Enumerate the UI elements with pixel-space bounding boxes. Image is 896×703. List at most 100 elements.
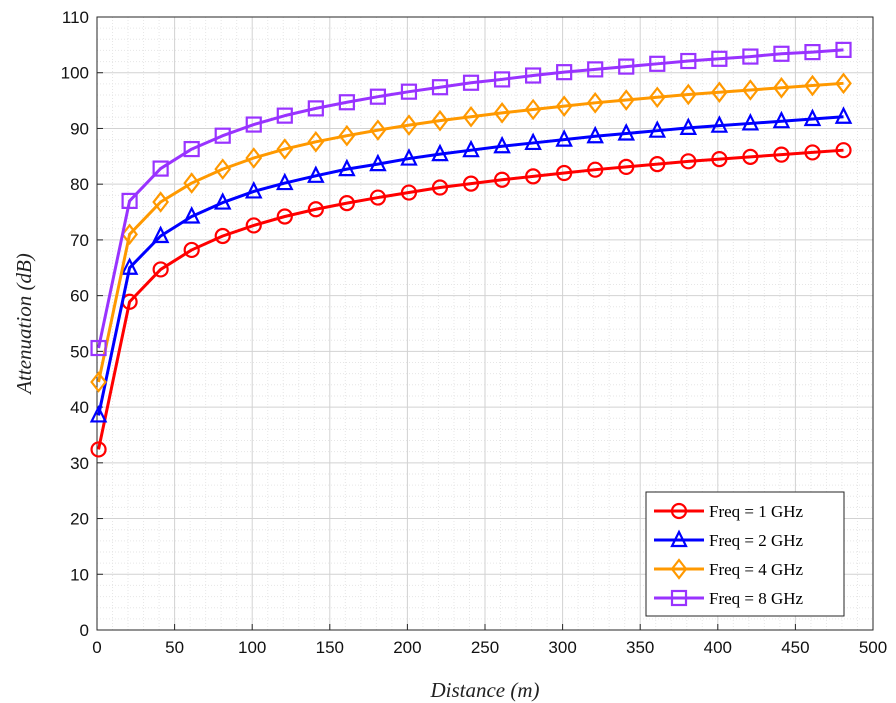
data-point <box>618 158 635 176</box>
data-point <box>276 138 294 160</box>
data-point <box>680 153 697 170</box>
series-3 <box>90 72 852 393</box>
data-point <box>431 109 449 132</box>
data-point <box>834 106 853 124</box>
data-point <box>400 148 418 166</box>
y-tick-label: 10 <box>70 565 89 584</box>
data-point <box>431 179 449 196</box>
y-tick-label: 50 <box>70 342 89 361</box>
legend-marker <box>670 558 688 580</box>
data-point <box>493 135 511 154</box>
data-point <box>742 48 759 65</box>
x-axis-title: Distance (m) <box>429 678 539 702</box>
data-point <box>773 45 790 62</box>
data-point <box>586 125 604 144</box>
data-point <box>338 124 356 147</box>
series-4 <box>90 41 852 357</box>
y-axis-title: Attenuation (dB) <box>12 253 36 396</box>
data-point <box>400 83 418 100</box>
y-tick-label: 100 <box>61 64 89 83</box>
data-point <box>307 165 325 183</box>
data-point <box>524 132 542 151</box>
data-point <box>90 339 107 357</box>
data-point <box>462 175 480 192</box>
data-point <box>244 180 263 199</box>
legend-marker <box>670 502 688 520</box>
y-tick-label: 90 <box>70 119 89 138</box>
data-point <box>525 168 542 185</box>
legend-label: Freq = 4 GHz <box>709 560 804 579</box>
x-tick-label: 500 <box>859 638 887 657</box>
legend-box <box>645 491 845 617</box>
data-point <box>183 140 200 158</box>
data-point <box>556 164 573 182</box>
x-tick-label: 250 <box>471 638 499 657</box>
data-point <box>369 153 387 172</box>
data-point <box>556 64 573 81</box>
data-point <box>338 195 355 212</box>
data-point <box>524 98 542 121</box>
data-point <box>369 189 387 206</box>
data-point <box>618 58 635 75</box>
legend-label: Freq = 1 GHz <box>709 502 804 521</box>
data-point <box>525 67 542 84</box>
series-line <box>97 148 844 450</box>
data-point <box>338 158 356 177</box>
data-point <box>214 227 231 245</box>
data-point <box>90 371 107 393</box>
y-tick-label: 110 <box>62 8 89 27</box>
data-point <box>493 71 511 88</box>
data-point <box>120 257 139 275</box>
data-point <box>182 206 201 224</box>
data-point <box>152 261 169 278</box>
series-group <box>89 41 853 458</box>
y-tick-label: 80 <box>70 175 89 194</box>
data-point <box>773 76 790 99</box>
data-point <box>648 86 666 109</box>
data-point <box>587 161 604 178</box>
series-line <box>97 48 844 349</box>
data-point <box>710 81 728 104</box>
data-point <box>617 123 636 141</box>
x-tick-label: 350 <box>626 638 654 657</box>
data-point <box>369 119 387 141</box>
data-point <box>338 94 355 111</box>
y-tick-label: 60 <box>70 287 89 306</box>
legend-marker <box>670 529 688 548</box>
y-tick-label: 20 <box>70 510 89 529</box>
data-point <box>742 148 759 165</box>
legend-entry: Freq = 8 GHz <box>654 589 804 608</box>
data-point <box>121 223 138 246</box>
x-tick-label: 300 <box>548 638 576 657</box>
legend-entry: Freq = 4 GHz <box>654 558 804 580</box>
data-point <box>90 441 107 458</box>
data-point <box>804 144 821 161</box>
data-point <box>679 117 698 135</box>
data-point <box>369 88 387 105</box>
y-tick-label: 70 <box>70 231 89 250</box>
legend-marker <box>670 589 688 607</box>
data-point <box>804 74 821 97</box>
data-point <box>431 143 449 162</box>
data-point <box>462 139 480 158</box>
data-point <box>710 115 729 133</box>
data-point <box>214 127 231 144</box>
data-point <box>711 151 728 168</box>
data-point <box>587 61 604 78</box>
data-point <box>307 100 324 117</box>
data-point <box>307 131 325 153</box>
legend: Freq = 1 GHz Freq = 2 GHz Freq = 4 GHz Freq… <box>645 491 845 617</box>
data-point <box>835 41 852 58</box>
data-point <box>649 156 666 173</box>
x-tick-label: 450 <box>781 638 809 657</box>
data-point <box>586 92 604 114</box>
legend-entry: Freq = 2 GHz <box>654 529 804 550</box>
data-point <box>183 241 200 259</box>
data-point <box>741 79 759 101</box>
data-point <box>400 114 418 136</box>
data-point <box>152 191 170 213</box>
x-tick-label: 50 <box>165 638 184 657</box>
data-point <box>493 171 511 188</box>
legend-label: Freq = 2 GHz <box>709 531 804 550</box>
